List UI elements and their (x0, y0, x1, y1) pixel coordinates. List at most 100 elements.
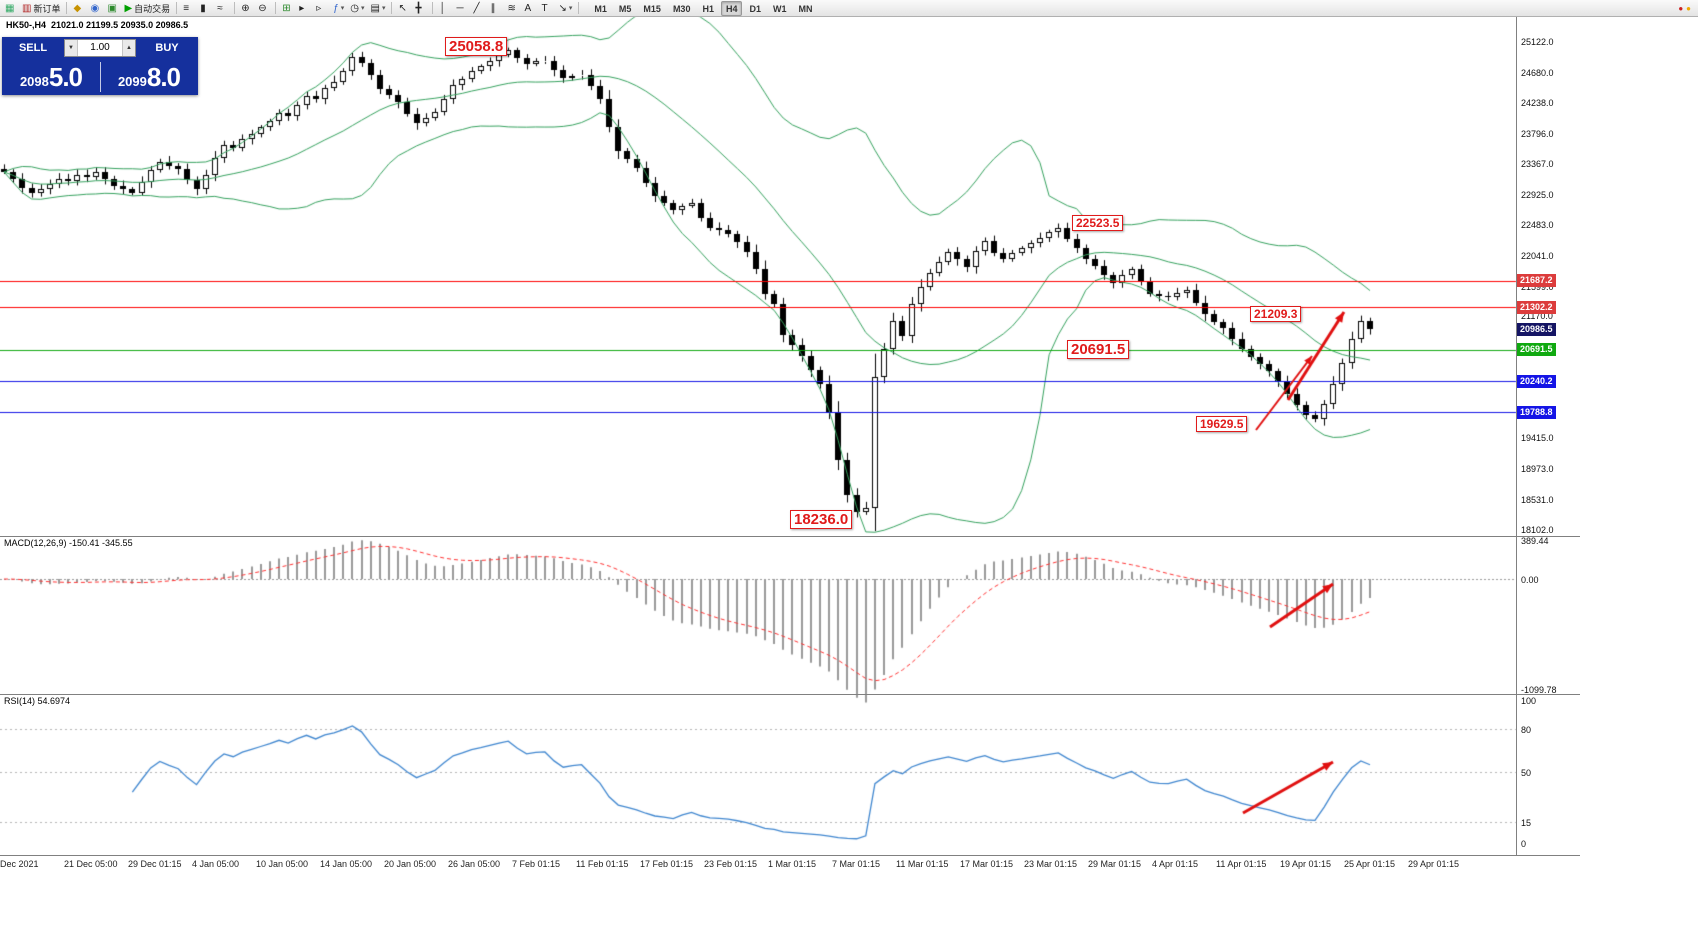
bar-chart-button[interactable]: ≡ (181, 1, 196, 16)
sell-price[interactable]: 20985.0 (2, 64, 100, 90)
market-watch-button[interactable]: ◆ (71, 1, 86, 16)
connection-status-icon[interactable]: ● (1678, 3, 1684, 13)
time-axis-label: 1 Mar 01:15 (768, 859, 817, 869)
time-axis-label: 21 Dec 05:00 (64, 859, 118, 869)
rsi-panel-separator[interactable] (0, 694, 1580, 695)
time-axis-label: 29 Dec 01:15 (128, 859, 182, 869)
text-label-icon: T (541, 2, 548, 14)
channel-button[interactable]: ∥ (488, 1, 503, 16)
zoom-in-icon: ⊕ (241, 2, 250, 14)
terminal-button[interactable]: ▣ (105, 1, 120, 16)
time-axis[interactable]: Dec 2021 21 Dec 05:00 29 Dec 01:15 4 Jan 05… (0, 855, 1580, 873)
timeframe-h1[interactable]: H1 (702, 3, 714, 14)
buy-price-prefix: 2099 (117, 74, 147, 89)
time-axis-label: 19 Apr 01:15 (1280, 859, 1332, 869)
timeframe-h4[interactable]: H4 (720, 0, 743, 16)
price-axis-separator (1516, 17, 1517, 855)
chevron-down-icon: ▾ (340, 5, 345, 12)
time-axis-label: 29 Apr 01:15 (1408, 859, 1460, 869)
time-axis-label: Dec 2021 (0, 859, 39, 869)
timeframe-m15[interactable]: M15 (643, 3, 661, 14)
news-indicator-icon[interactable]: ● (1686, 3, 1691, 13)
crosshair-button[interactable]: ╋ (413, 1, 428, 16)
text-button[interactable]: A (522, 1, 537, 16)
sell-price-big-digits: 5.0 (48, 62, 83, 92)
chevron-down-icon: ▾ (568, 5, 573, 12)
new-chart-button[interactable]: ▦ (3, 1, 18, 16)
zoom-out-button[interactable]: ⊖ (256, 1, 271, 16)
timeframe-m5[interactable]: M5 (618, 3, 632, 14)
time-axis-label: 29 Mar 01:15 (1088, 859, 1142, 869)
timeframe-m1[interactable]: M1 (594, 3, 607, 14)
horizontal-line-icon: ─ (456, 2, 464, 14)
zoom-out-icon: ⊖ (258, 2, 267, 14)
sell-price-prefix: 2098 (19, 74, 49, 89)
time-axis-label: 23 Feb 01:15 (704, 859, 758, 869)
main-toolbar: ▦ ▥ 新订单 ◆ ◉ ▣ ▶ 自动交易 ≡ ▮ ≈ ⊕ ⊖ ⊞ ▸ ▹ ƒ ▾ ◷ ▾ ▤ ▾ ↖ ╋ │ ─ ╱ ∥ ≋ A T ↘ ▾ M1… (0, 0, 1698, 17)
zoom-in-button[interactable]: ⊕ (239, 1, 254, 16)
macd-panel-separator[interactable] (0, 536, 1580, 537)
cursor-button[interactable]: ↖ (396, 1, 411, 16)
timeframe-d1[interactable]: D1 (749, 3, 761, 14)
buy-price[interactable]: 20998.0 (100, 64, 198, 90)
templates-icon: ▤ (370, 2, 380, 14)
arrow-tools-button[interactable]: ↘ ▾ (556, 1, 574, 16)
chevron-down-icon: ▾ (381, 5, 386, 12)
cursor-icon: ↖ (398, 2, 407, 14)
buy-button[interactable]: BUY (155, 42, 179, 54)
trendline-icon: ╱ (473, 2, 480, 14)
sell-button[interactable]: SELL (18, 42, 48, 54)
toolbar-separator (578, 2, 580, 14)
time-axis-label: 17 Mar 01:15 (960, 859, 1014, 869)
fibonacci-button[interactable]: ≋ (505, 1, 520, 16)
trendline-button[interactable]: ╱ (471, 1, 486, 16)
volume-decrease-button[interactable]: ▼ (65, 40, 78, 56)
volume-input[interactable]: 1.00 (90, 42, 110, 53)
autotrading-button[interactable]: ▶ 自动交易 (122, 1, 172, 16)
auto-scroll-icon: ▸ (299, 2, 305, 14)
time-axis-label: 17 Feb 01:15 (640, 859, 694, 869)
toolbar-separator (66, 2, 68, 14)
time-axis-label: 4 Apr 01:15 (1152, 859, 1199, 869)
time-axis-label: 25 Apr 01:15 (1344, 859, 1396, 869)
horizontal-line-button[interactable]: ─ (454, 1, 469, 16)
timeframe-mn[interactable]: MN (798, 3, 813, 14)
indicators-button[interactable]: ƒ ▾ (331, 1, 346, 16)
auto-scroll-button[interactable]: ▸ (297, 1, 312, 16)
new-order-button[interactable]: ▥ 新订单 (20, 1, 62, 16)
timeframe-w1[interactable]: W1 (773, 3, 787, 14)
text-icon: A (524, 2, 532, 14)
one-click-trading-panel: SELL ▼ 1.00 ▲ BUY 20985.0 20998.0 (2, 37, 198, 95)
volume-increase-button[interactable]: ▲ (122, 40, 135, 56)
time-axis-label: 4 Jan 05:00 (192, 859, 240, 869)
autotrading-icon: ▶ (124, 2, 133, 14)
volume-box: ▼ 1.00 ▲ (64, 39, 136, 57)
chart-shift-button[interactable]: ▹ (314, 1, 329, 16)
chart-symbol-header: HK50-,H4 21021.0 21199.5 20935.0 20986.5 (6, 20, 189, 30)
vertical-line-button[interactable]: │ (437, 1, 452, 16)
data-window-icon: ◉ (90, 2, 100, 14)
new-chart-icon: ▦ (5, 2, 15, 14)
data-window-button[interactable]: ◉ (88, 1, 103, 16)
trade-panel-price-row: 20985.0 20998.0 (2, 59, 198, 95)
toolbar-separator (432, 2, 434, 14)
tile-windows-button[interactable]: ⊞ (280, 1, 295, 16)
time-axis-label: 10 Jan 05:00 (256, 859, 309, 869)
toolbar-separator (234, 2, 236, 14)
fibonacci-icon: ≋ (507, 2, 516, 14)
text-label-button[interactable]: T (539, 1, 554, 16)
time-axis-label: 23 Mar 01:15 (1024, 859, 1078, 869)
chevron-down-icon: ▾ (361, 5, 365, 12)
bar-chart-icon: ≡ (183, 2, 190, 14)
periods-button[interactable]: ◷ ▾ (348, 1, 366, 16)
time-axis-label: 26 Jan 05:00 (448, 859, 501, 869)
candlestick-chart-button[interactable]: ▮ (198, 1, 213, 16)
timeframe-m30[interactable]: M30 (672, 3, 691, 14)
timeframe-toolbar: M1 M5 M15 M30 H1 H4 D1 W1 MN (588, 0, 818, 16)
arrow-tools-icon: ↘ (558, 2, 567, 14)
tile-windows-icon: ⊞ (282, 2, 291, 14)
time-axis-label: 20 Jan 05:00 (384, 859, 437, 869)
line-chart-button[interactable]: ≈ (215, 1, 230, 16)
templates-button[interactable]: ▤ ▾ (369, 1, 388, 16)
